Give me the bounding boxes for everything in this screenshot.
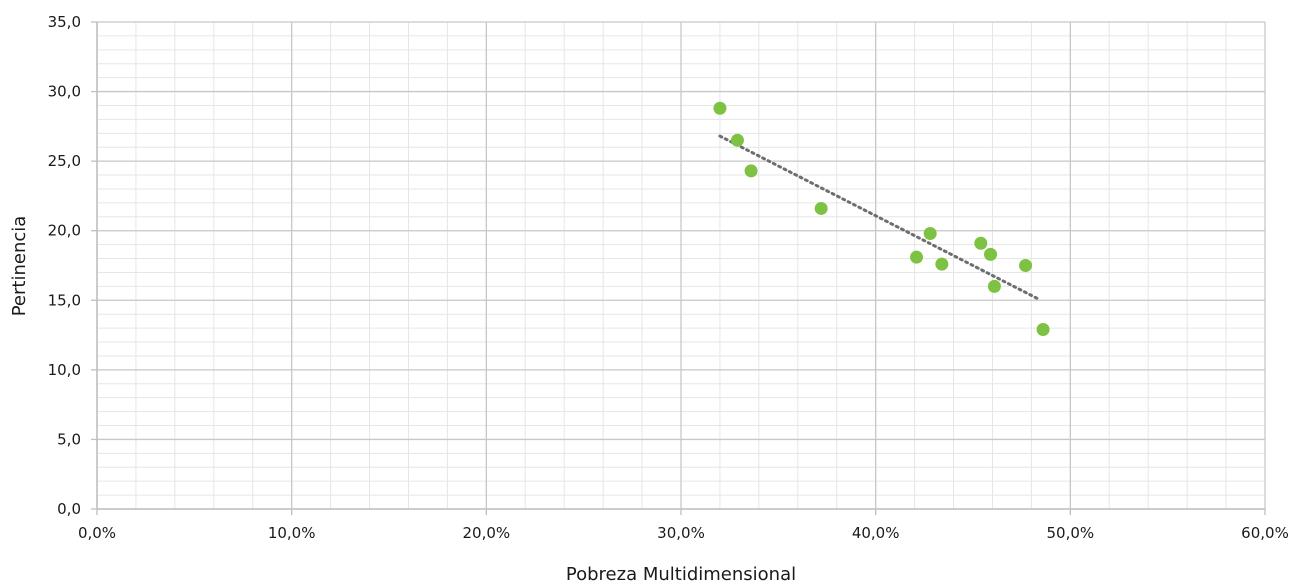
x-tick-labels: 0,0% 10,0% 20,0% 30,0% 40,0% 50,0% 60,0% bbox=[78, 524, 1289, 542]
data-point bbox=[910, 250, 924, 264]
data-point bbox=[935, 257, 949, 271]
y-tick-labels: 0,0 5,0 10,0 15,0 20,0 25,0 30,0 35,0 bbox=[48, 13, 81, 518]
x-tick-label: 50,0% bbox=[1047, 524, 1095, 542]
data-point bbox=[984, 247, 998, 261]
x-tick-label: 20,0% bbox=[463, 524, 511, 542]
y-tick-label: 0,0 bbox=[57, 500, 81, 518]
data-point bbox=[923, 226, 937, 240]
data-point bbox=[744, 164, 758, 178]
y-tick-label: 35,0 bbox=[48, 13, 81, 31]
x-axis-title: Pobreza Multidimensional bbox=[566, 564, 796, 582]
axes bbox=[91, 21, 1266, 515]
x-tick-label: 30,0% bbox=[657, 524, 705, 542]
data-point bbox=[730, 133, 744, 147]
major-grid bbox=[96, 21, 1266, 510]
data-point bbox=[814, 201, 828, 215]
data-point bbox=[974, 236, 988, 250]
x-tick-label: 40,0% bbox=[852, 524, 900, 542]
y-tick-label: 15,0 bbox=[48, 291, 81, 309]
y-tick-label: 5,0 bbox=[57, 430, 81, 448]
y-tick-label: 25,0 bbox=[48, 152, 81, 170]
y-tick-label: 10,0 bbox=[48, 361, 81, 379]
trendline bbox=[718, 134, 1040, 301]
y-axis-title: Pertinencia bbox=[9, 216, 30, 317]
y-tick-label: 20,0 bbox=[48, 222, 81, 240]
data-point bbox=[713, 101, 727, 115]
data-point bbox=[987, 279, 1001, 293]
data-points bbox=[713, 101, 1050, 337]
data-point bbox=[1019, 259, 1033, 272]
x-tick-label: 10,0% bbox=[268, 524, 316, 542]
y-tick-label: 30,0 bbox=[48, 83, 81, 101]
x-tick-label: 0,0% bbox=[78, 524, 116, 542]
x-tick-label: 60,0% bbox=[1241, 524, 1289, 542]
trendline-group bbox=[718, 134, 1040, 301]
data-point bbox=[1036, 323, 1050, 337]
